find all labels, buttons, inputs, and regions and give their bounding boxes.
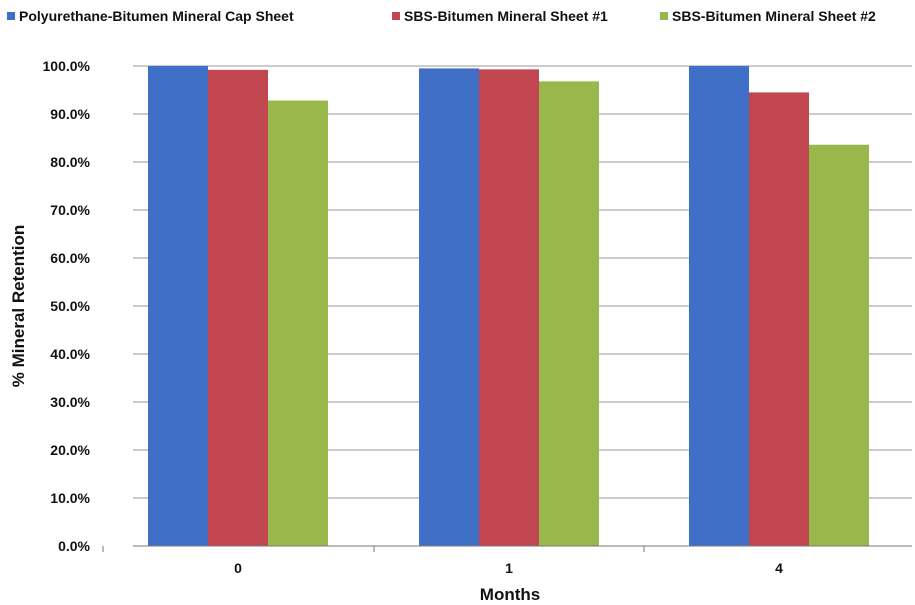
bar-1-4	[689, 66, 749, 546]
legend: Polyurethane-Bitumen Mineral Cap Sheet SB…	[7, 8, 876, 24]
x-tick-label: 0	[234, 560, 242, 576]
y-tick-label: 90.0%	[50, 106, 90, 122]
y-axis-ticks: 0.0% 10.0% 20.0% 30.0% 40.0% 50.0% 60.0% 70.0% 8…	[43, 58, 91, 554]
y-tick-label: 100.0%	[43, 58, 91, 74]
y-tick-label: 80.0%	[50, 154, 90, 170]
bar-marks	[148, 66, 869, 547]
y-tick-label: 50.0%	[50, 298, 90, 314]
legend-label: Polyurethane-Bitumen Mineral Cap Sheet	[19, 8, 294, 24]
y-axis-title: % Mineral Retention	[9, 225, 28, 387]
y-tick-label: 0.0%	[58, 538, 90, 554]
y-tick-label: 40.0%	[50, 346, 90, 362]
legend-label: SBS-Bitumen Mineral Sheet #2	[672, 8, 876, 24]
bar-1-1	[419, 68, 479, 547]
bar-3-4	[809, 144, 869, 546]
legend-swatch	[660, 12, 668, 20]
bar-1-0	[148, 66, 208, 546]
x-axis-ticks: 0 1 4	[102, 546, 783, 576]
bar-2-0	[208, 69, 268, 546]
x-tick-label: 1	[505, 560, 513, 576]
bar-2-4	[749, 92, 809, 547]
bar-2-1	[479, 69, 539, 547]
bar-3-1	[539, 81, 599, 547]
y-tick-label: 20.0%	[50, 442, 90, 458]
y-tick-label: 30.0%	[50, 394, 90, 410]
legend-swatch	[7, 12, 15, 20]
x-axis-title: Months	[480, 585, 540, 604]
bar-3-0	[268, 100, 328, 546]
legend-swatch	[392, 12, 400, 20]
y-tick-label: 10.0%	[50, 490, 90, 506]
legend-label: SBS-Bitumen Mineral Sheet #1	[404, 8, 608, 24]
x-tick-label: 4	[775, 560, 783, 576]
y-tick-label: 70.0%	[50, 202, 90, 218]
y-tick-label: 60.0%	[50, 250, 90, 266]
